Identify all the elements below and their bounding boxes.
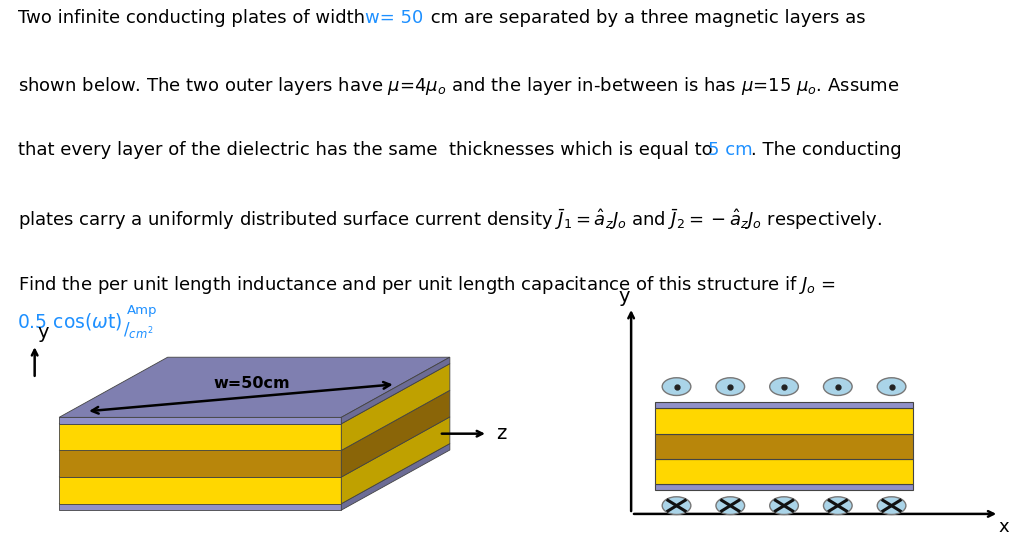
Polygon shape — [59, 504, 341, 510]
Circle shape — [663, 497, 691, 514]
Text: w=50cm: w=50cm — [214, 376, 291, 391]
Polygon shape — [59, 424, 341, 451]
Polygon shape — [59, 417, 450, 477]
Circle shape — [878, 497, 906, 514]
Circle shape — [770, 378, 799, 395]
Text: w= 50: w= 50 — [365, 9, 423, 27]
Text: 5 cm: 5 cm — [708, 141, 753, 159]
Circle shape — [663, 378, 691, 395]
Text: x: x — [998, 518, 1010, 536]
Text: that every layer of the dielectric has the same  thicknesses which is equal to: that every layer of the dielectric has t… — [18, 141, 719, 159]
Polygon shape — [341, 364, 450, 451]
Polygon shape — [59, 417, 341, 424]
Polygon shape — [59, 390, 450, 451]
Text: . The conducting: . The conducting — [751, 141, 901, 159]
Text: y: y — [38, 323, 49, 342]
Circle shape — [716, 497, 744, 514]
Text: shown below. The two outer layers have $\mu$=4$\mu_o$ and the layer in-between i: shown below. The two outer layers have $… — [18, 75, 900, 97]
Bar — [655, 433, 913, 459]
Bar — [655, 484, 913, 490]
Text: Two infinite conducting plates of width: Two infinite conducting plates of width — [18, 9, 371, 27]
Text: Amp: Amp — [127, 303, 158, 316]
Text: cm are separated by a three magnetic layers as: cm are separated by a three magnetic lay… — [425, 9, 865, 27]
Bar — [655, 409, 913, 433]
Text: z: z — [496, 424, 506, 443]
Polygon shape — [59, 364, 450, 424]
Polygon shape — [341, 390, 450, 477]
Polygon shape — [59, 451, 341, 477]
Text: /$_{cm^2}$: /$_{cm^2}$ — [123, 320, 154, 340]
Polygon shape — [59, 357, 450, 417]
Polygon shape — [341, 444, 450, 510]
Text: Find the per unit length inductance and per unit length capacitance of this stru: Find the per unit length inductance and … — [18, 274, 837, 296]
Text: y: y — [618, 287, 630, 306]
Circle shape — [878, 378, 906, 395]
Text: 0.5 cos($\omega$t): 0.5 cos($\omega$t) — [16, 311, 122, 332]
Polygon shape — [59, 444, 450, 504]
Bar — [655, 459, 913, 484]
Polygon shape — [341, 357, 450, 424]
Circle shape — [823, 378, 852, 395]
Text: plates carry a uniformly distributed surface current density $\bar{J}_1 = \hat{a: plates carry a uniformly distributed sur… — [18, 207, 883, 233]
Circle shape — [770, 497, 799, 514]
Polygon shape — [59, 477, 341, 504]
Polygon shape — [341, 417, 450, 504]
Bar — [655, 402, 913, 409]
Circle shape — [716, 378, 744, 395]
Circle shape — [823, 497, 852, 514]
